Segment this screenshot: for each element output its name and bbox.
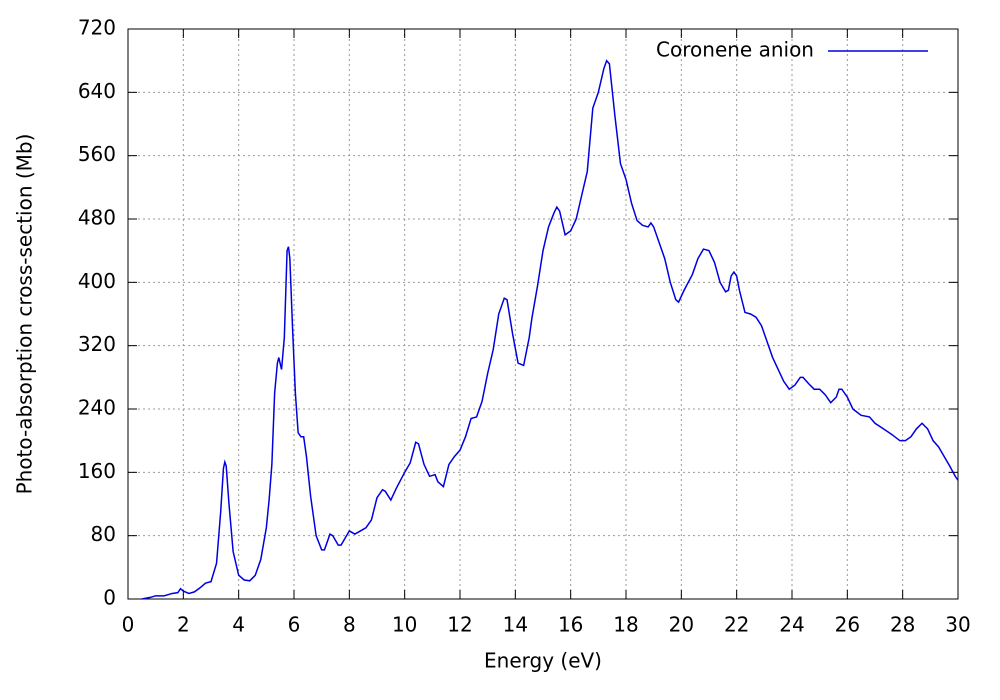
x-tick-label: 16: [558, 613, 583, 637]
x-tick-label: 28: [890, 613, 915, 637]
x-tick-label: 4: [232, 613, 245, 637]
x-tick-label: 8: [343, 613, 356, 637]
x-tick-label: 26: [835, 613, 860, 637]
y-tick-label: 480: [78, 206, 116, 230]
x-tick-label: 2: [177, 613, 190, 637]
y-tick-label: 160: [78, 459, 116, 483]
y-tick-label: 80: [91, 522, 116, 546]
y-axis-label: Photo-absorption cross-section (Mb): [13, 134, 37, 495]
plot-frame: [127, 28, 959, 600]
y-tick-label: 0: [103, 586, 116, 610]
x-tick-label: 0: [122, 613, 135, 637]
x-tick-label: 6: [288, 613, 301, 637]
legend-label: Coronene anion: [656, 38, 814, 62]
x-tick-label: 30: [945, 613, 970, 637]
y-tick-label: 560: [78, 142, 116, 166]
x-tick-label: 10: [392, 613, 417, 637]
x-tick-label: 24: [779, 613, 804, 637]
x-tick-label: 12: [447, 613, 472, 637]
x-tick-label: 22: [724, 613, 749, 637]
x-tick-label: 18: [613, 613, 638, 637]
y-tick-label: 240: [78, 396, 116, 420]
y-tick-label: 640: [78, 79, 116, 103]
x-tick-label: 20: [669, 613, 694, 637]
y-tick-label: 720: [78, 16, 116, 40]
data-line: [141, 59, 959, 600]
x-axis-label: Energy (eV): [484, 649, 602, 673]
x-tick-label: 14: [503, 613, 528, 637]
y-tick-label: 400: [78, 269, 116, 293]
y-tick-label: 320: [78, 332, 116, 356]
